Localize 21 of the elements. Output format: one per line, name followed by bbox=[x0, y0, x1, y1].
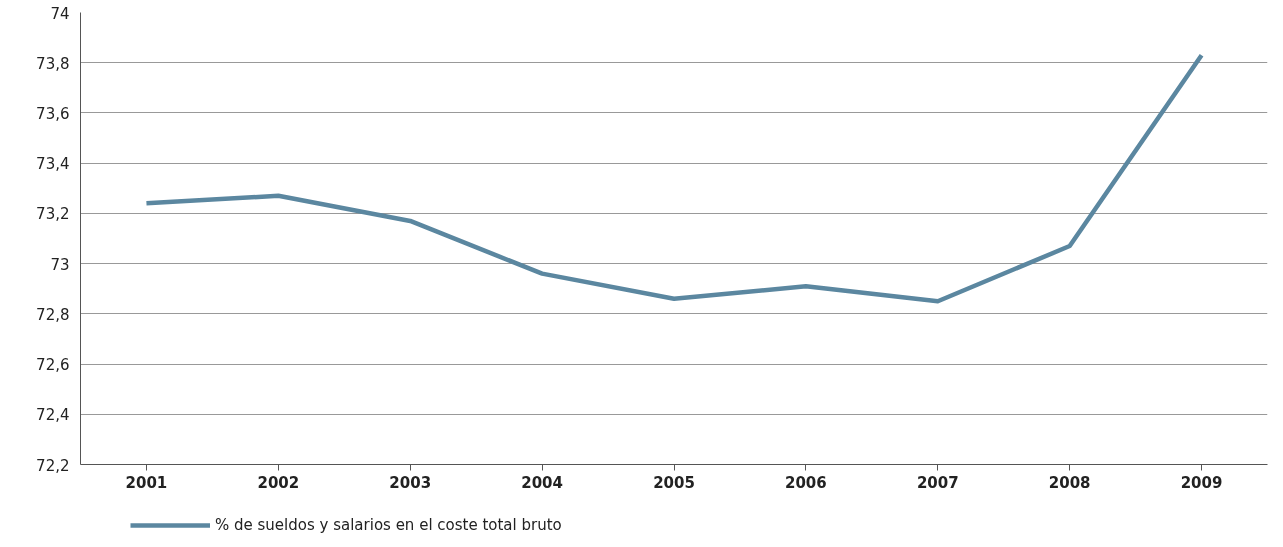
y-tick-label: 72,4 bbox=[36, 406, 70, 425]
y-tick-label: 73,4 bbox=[36, 155, 70, 174]
x-tick-label: 2004 bbox=[521, 473, 563, 492]
x-tick-label: 2005 bbox=[653, 473, 695, 492]
x-tick-label: 2008 bbox=[1048, 473, 1091, 492]
x-tick-label: 2003 bbox=[389, 473, 432, 492]
y-tick-label: 73 bbox=[50, 255, 70, 274]
y-tick-label: 72,2 bbox=[36, 456, 70, 475]
y-tick-label: 72,6 bbox=[36, 356, 70, 375]
x-tick-label: 2001 bbox=[125, 473, 168, 492]
text: % de sueldos y salarios en el coste total bruto bbox=[215, 516, 562, 534]
y-tick-label: 73,6 bbox=[36, 104, 70, 123]
line-series bbox=[144, 52, 1204, 304]
x-tick-label: 2002 bbox=[257, 473, 300, 492]
x-tick-label: 2009 bbox=[1180, 473, 1223, 492]
y-tick-label: 73,8 bbox=[36, 54, 70, 73]
x-tick-label: 2006 bbox=[785, 473, 827, 492]
x-tick-label: 2007 bbox=[916, 473, 959, 492]
y-tick-label: 74 bbox=[50, 4, 70, 23]
y-tick-label: 72,8 bbox=[36, 305, 70, 324]
y-tick-label: 73,2 bbox=[36, 205, 70, 224]
